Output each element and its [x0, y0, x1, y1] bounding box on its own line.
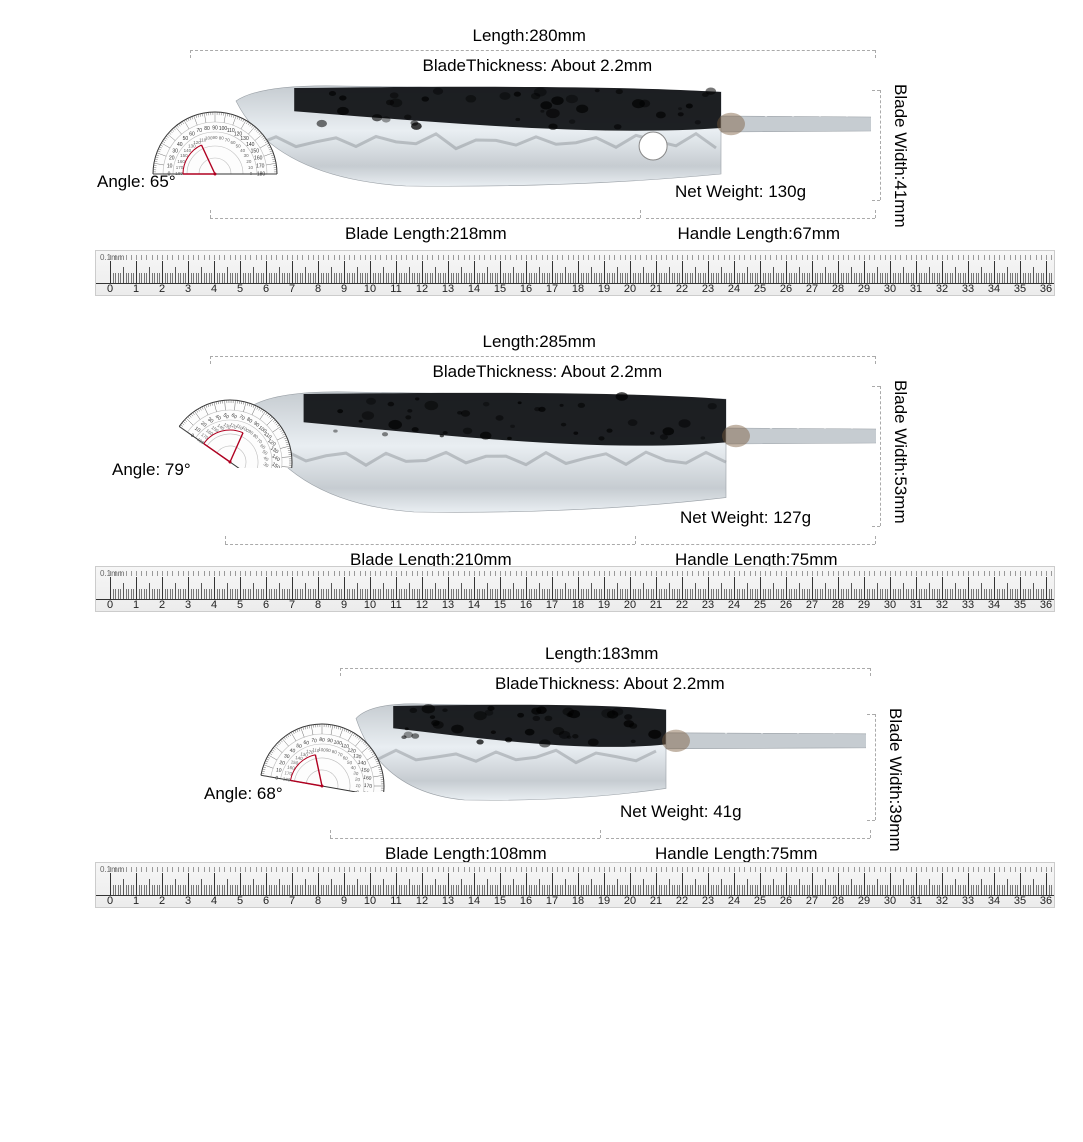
svg-text:60: 60	[189, 131, 195, 137]
svg-text:90: 90	[212, 125, 218, 131]
handle-length-label: Handle Length:75mm	[655, 844, 818, 864]
svg-text:70: 70	[196, 128, 202, 134]
diagram-area: Length:280mmBladeThickness: About 2.2mm0…	[0, 0, 1083, 250]
knife-illustration	[230, 80, 871, 192]
svg-text:140: 140	[184, 148, 192, 153]
svg-text:150: 150	[180, 153, 188, 158]
svg-text:50: 50	[183, 136, 189, 142]
angle-label: Angle: 68°	[204, 784, 283, 804]
dim-line	[210, 356, 875, 357]
svg-text:170: 170	[176, 165, 184, 170]
length-label: Length:183mm	[545, 644, 658, 664]
blade-length-label: Blade Length:218mm	[345, 224, 507, 244]
svg-text:70: 70	[225, 137, 231, 142]
svg-text:30: 30	[244, 153, 250, 158]
svg-text:80: 80	[219, 136, 225, 141]
dim-line	[190, 50, 875, 51]
knife-illustration	[240, 386, 876, 518]
svg-text:80: 80	[204, 126, 210, 132]
svg-text:30: 30	[172, 148, 178, 154]
svg-text:180: 180	[175, 171, 183, 176]
svg-text:150: 150	[251, 148, 260, 154]
protractor-icon: 0180101702016030150401405013060120701108…	[160, 388, 300, 458]
angle-label: Angle: 65°	[97, 172, 176, 192]
length-label: Length:285mm	[483, 332, 596, 352]
handle-length-label: Handle Length:67mm	[678, 224, 841, 244]
length-label: Length:280mm	[473, 26, 586, 46]
angle-label: Angle: 79°	[112, 460, 191, 480]
diagram-area: Length:285mm BladeThickness: About 2.2mm 0…	[0, 316, 1083, 566]
svg-text:170: 170	[256, 163, 265, 169]
dim-line	[340, 668, 870, 669]
ruler: 0.1mm01234567891011121314151617181920212…	[95, 566, 1055, 612]
svg-text:180: 180	[282, 776, 291, 782]
width-label: Blade Width:41mm	[890, 84, 910, 228]
width-label: Blade Width:39mm	[885, 708, 905, 852]
weight-label: Net Weight: 130g	[675, 182, 806, 202]
diagram-area: Length:183mm BladeThickness: About 2.2mm 0…	[0, 632, 1083, 862]
weight-label: Net Weight: 41g	[620, 802, 742, 822]
protractor-icon: 0180101702016030150401405013060120701108…	[145, 100, 285, 170]
svg-text:20: 20	[169, 156, 175, 162]
knife-illustration	[350, 698, 866, 806]
ruler: 0.1mm01234567891011121314151617181920212…	[95, 862, 1055, 908]
svg-text:160: 160	[177, 159, 185, 164]
width-label: Blade Width:53mm	[890, 380, 910, 524]
knife-spec-block: Length:285mm BladeThickness: About 2.2mm 0…	[0, 316, 1083, 612]
svg-text:160: 160	[254, 156, 263, 162]
blade-length-label: Blade Length:108mm	[385, 844, 547, 864]
thickness-label: BladeThickness: About 2.2mm	[433, 362, 663, 382]
ruler: 0.1mm01234567891011121314151617181920212…	[95, 250, 1055, 296]
knife-spec-block: Length:280mm BladeThickness: About 2.2mm 0…	[0, 0, 1083, 296]
svg-text:40: 40	[177, 142, 183, 148]
knife-spec-block: Length:183mm BladeThickness: About 2.2mm 0…	[0, 632, 1083, 908]
svg-text:10: 10	[248, 165, 254, 170]
svg-text:10: 10	[167, 163, 173, 169]
weight-label: Net Weight: 127g	[680, 508, 811, 528]
thickness-label: BladeThickness: About 2.2mm	[495, 674, 725, 694]
svg-text:140: 140	[246, 142, 255, 148]
svg-text:180: 180	[257, 171, 266, 177]
svg-text:20: 20	[246, 159, 252, 164]
svg-text:90: 90	[212, 135, 218, 140]
protractor-icon: 0180101702016030150401405013060120701108…	[252, 712, 392, 782]
thickness-label: BladeThickness: About 2.2mm	[423, 56, 653, 76]
